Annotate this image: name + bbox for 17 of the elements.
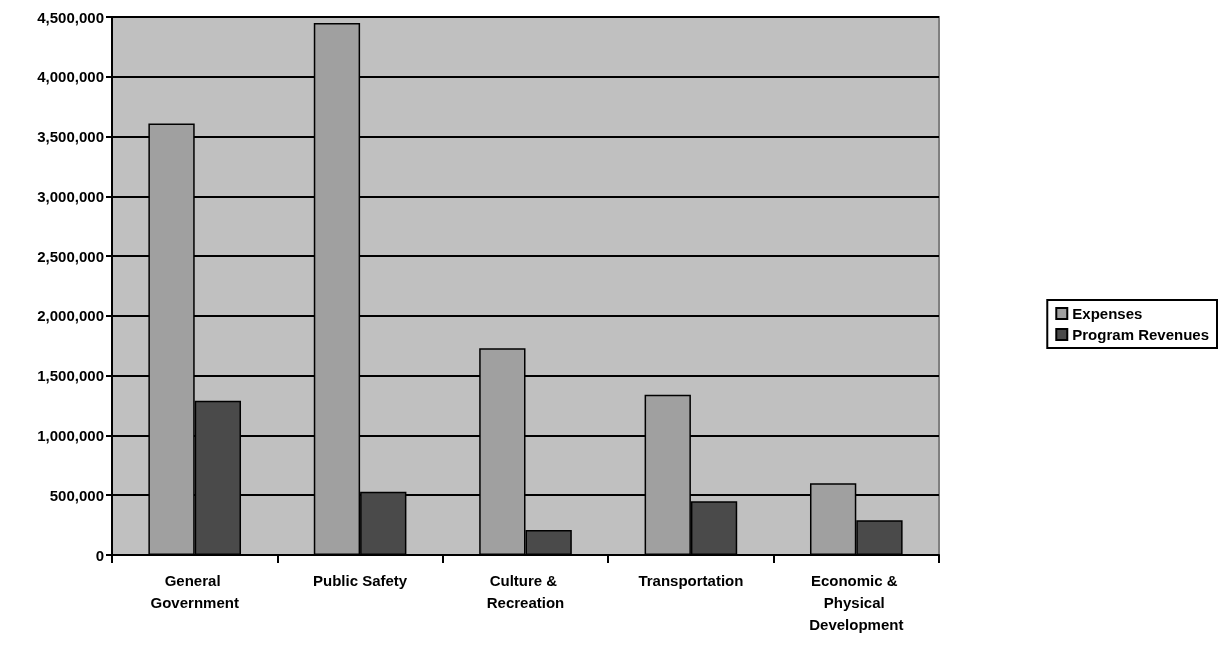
legend-label: Program Revenues bbox=[1072, 326, 1210, 343]
y-tick-label: 1,000,000 bbox=[37, 426, 104, 444]
y-tick-label: 0 bbox=[95, 546, 104, 564]
y-tick-label: 4,500,000 bbox=[37, 8, 104, 26]
x-tick-label: General Government bbox=[150, 571, 239, 611]
y-tick-label: 2,500,000 bbox=[37, 247, 104, 265]
x-tick-label: Transportation bbox=[638, 571, 744, 589]
y-tick-label: 1,500,000 bbox=[37, 367, 104, 385]
y-tick-label: 2,000,000 bbox=[37, 307, 104, 325]
y-tick-label: 500,000 bbox=[49, 486, 104, 504]
y-tick-label: 3,000,000 bbox=[37, 187, 104, 205]
y-tick-label: 3,500,000 bbox=[37, 128, 104, 146]
x-tick-label: Culture & Recreation bbox=[486, 571, 565, 611]
legend-label: Expenses bbox=[1072, 305, 1143, 322]
x-tick-label: Public Safety bbox=[313, 571, 408, 589]
y-tick-label: 4,000,000 bbox=[37, 68, 104, 86]
x-tick-label: Economic & Physical Development bbox=[809, 571, 904, 633]
